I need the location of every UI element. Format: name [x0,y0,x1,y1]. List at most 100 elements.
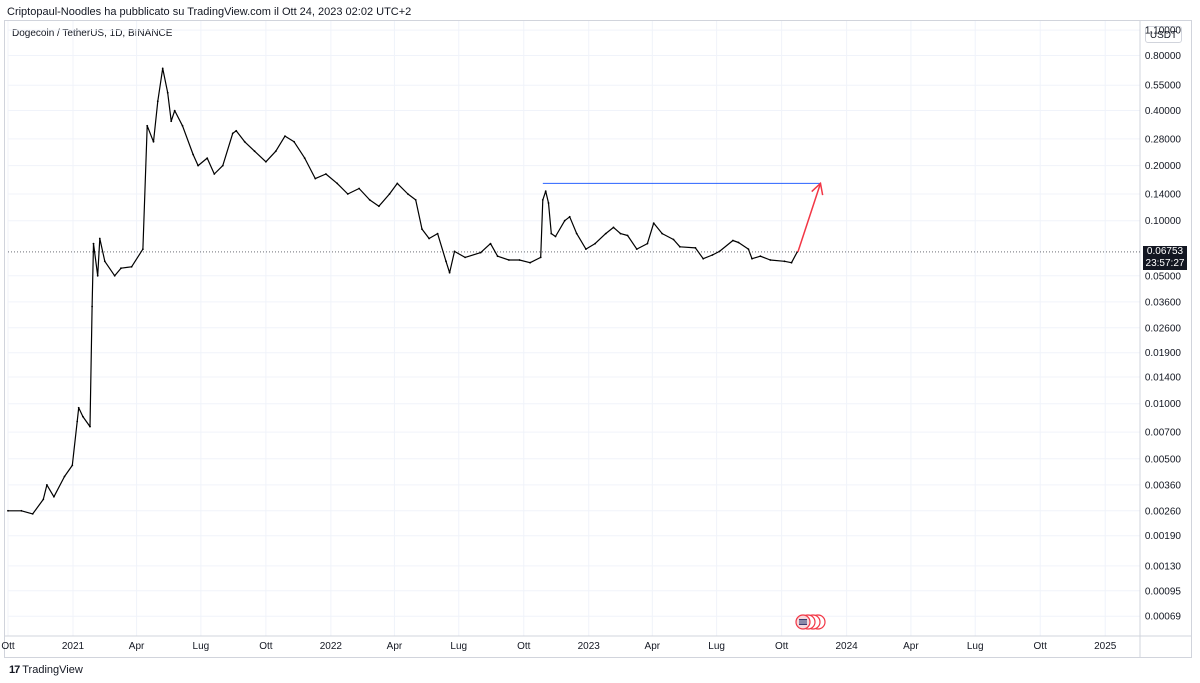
tradingview-logo-icon: 17 [9,664,20,676]
x-tick-label: Lug [450,641,467,652]
price-point [166,91,169,94]
target-arrow-head [811,181,824,196]
price-point [170,120,173,123]
x-tick-label: Apr [387,641,403,652]
price-point [98,237,101,240]
x-tick-label: 2025 [1094,641,1117,652]
price-point [568,215,571,218]
price-point [453,250,456,253]
y-tick-label: 0.00190 [1145,531,1182,542]
x-tick-label: 2022 [320,641,343,652]
price-chart[interactable]: 1.10000 0.80000 0.55000 0.40000 0.28000 0.200… [0,0,1200,660]
price-point [448,271,451,274]
x-tick-label: Ott [1,641,15,652]
price-point [82,415,84,418]
price-point [635,248,638,251]
price-point [759,255,762,258]
price-point [541,199,544,201]
y-axis[interactable]: 1.10000 0.80000 0.55000 0.40000 0.28000 0.200… [1145,26,1182,623]
price-point [388,193,391,195]
price-point [130,265,133,268]
price-point [20,509,23,512]
y-tick-label: 0.40000 [1145,106,1182,117]
y-tick-label: 0.01900 [1145,348,1182,359]
y-tick-label: 0.02600 [1145,323,1182,334]
chart-frame [4,20,1192,658]
price-point [206,157,209,160]
price-point [594,242,596,245]
target-arrow [797,183,822,253]
price-point [71,464,74,467]
economic-events-flag[interactable] [795,614,826,630]
y-tick-label: 0.10000 [1145,216,1182,227]
price-point [612,226,615,229]
price-point [31,513,34,515]
y-tick-label: 0.00130 [1145,561,1182,572]
price-point [407,193,409,195]
price-point [679,245,681,248]
price-point [120,267,122,270]
x-tick-label: Ott [775,641,789,652]
y-tick-label: 0.00095 [1145,586,1182,597]
price-point [747,248,750,251]
x-tick-label: Lug [193,641,210,652]
x-tick-label: Ott [1034,641,1048,652]
price-point [547,202,550,204]
price-point [46,484,48,486]
price-point [173,109,176,112]
y-tick-label: 0.01400 [1145,372,1182,383]
y-tick-label: 0.55000 [1145,81,1182,92]
price-point [790,261,793,264]
price-point [53,495,55,498]
y-tick-label: 0.01000 [1145,399,1182,410]
price-point [783,260,786,263]
price-point [464,256,466,259]
price-point [529,261,531,264]
x-tick-label: 2023 [578,641,601,652]
price-point [368,199,371,201]
price-point [414,199,417,201]
price-point [42,498,45,501]
currency-button[interactable]: USDT [1145,26,1182,43]
price-point [77,406,80,409]
price-point [550,232,553,235]
price-point [142,248,144,251]
price-point [336,182,339,185]
symbol-legend[interactable]: Dogecoin / TetherUS, 1D, BINANCE [12,28,173,39]
y-tick-label: 0.28000 [1145,134,1182,145]
price-point [303,157,306,160]
price-point [89,425,91,428]
price-point [604,232,607,235]
price-point [518,259,521,261]
price-point [428,237,430,240]
price-point [346,193,349,195]
price-point [508,259,510,261]
chart-grid [4,21,1192,657]
price-point [358,187,360,190]
price-point [694,247,697,249]
series-layer [7,67,799,515]
x-tick-label: Lug [708,641,725,652]
annotation-layer[interactable] [542,181,824,253]
price-point [91,305,93,308]
y-tick-label: 0.00260 [1145,506,1182,517]
price-point [737,241,740,244]
price-point [489,242,492,245]
x-tick-label: Apr [129,641,145,652]
x-tick-label: Ott [259,641,273,652]
price-point [152,140,155,143]
price-point [113,274,116,277]
price-point [436,232,439,235]
price-point [652,222,655,225]
x-tick-label: Ott [517,641,531,652]
price-point [265,160,267,163]
x-tick-label: Apr [645,641,661,652]
price-point [732,239,734,242]
price-point [661,232,664,235]
price-point [769,259,772,261]
y-tick-label: 0.00069 [1145,612,1182,623]
x-axis[interactable]: Ott 2021 Apr Lug Ott 2022 Apr Lug Ott 2023 Apr Lug O… [1,641,1116,652]
price-point [293,140,295,143]
tradingview-logo[interactable]: 17 TradingView [9,664,83,676]
price-point [92,242,95,245]
